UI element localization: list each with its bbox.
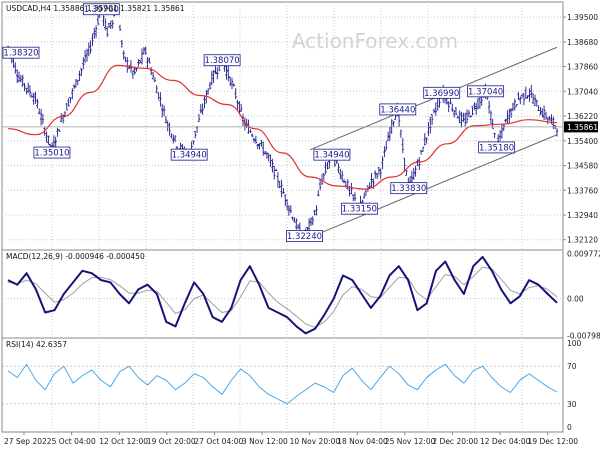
current-price-marker: 1.35861	[564, 121, 598, 133]
rsi-line	[7, 363, 558, 405]
swing-label-text: 1.33830	[391, 184, 426, 194]
swing-label: 1.38320	[2, 46, 40, 59]
swing-label-box	[2, 46, 40, 59]
macd-signal-line	[7, 266, 558, 328]
swing-label-box	[286, 230, 323, 243]
rsi-y-ticks: 100 70 30 0	[567, 339, 582, 432]
macd-tick-label: -0.007983	[567, 332, 600, 341]
moving-average-line	[7, 64, 558, 190]
swing-label-box	[203, 54, 241, 67]
swing-label-text: 1.33150	[342, 205, 377, 215]
swing-label: 1.36990	[423, 86, 461, 99]
x-axis-label: 10 Nov 20:00	[290, 437, 341, 446]
price-tick-label: 1.35400	[567, 137, 598, 146]
swing-label: 1.34940	[313, 148, 351, 161]
swing-label-text: 1.37040	[468, 87, 503, 97]
price-tick-label: 1.38680	[567, 38, 598, 47]
x-axis-label: 25 Nov 12:00	[385, 437, 436, 446]
watermark: ActionForex.com	[292, 29, 458, 53]
swing-label: 1.33150	[340, 202, 378, 215]
x-axis-label: 12 Dec 04:00	[480, 437, 531, 446]
price-tick-label: 1.32940	[567, 211, 598, 220]
swing-label-box	[170, 148, 208, 161]
price-tick-label: 1.39500	[567, 13, 598, 22]
swing-label-text: 1.38320	[3, 49, 38, 59]
x-axis-label: 12 Oct 12:00	[99, 437, 148, 446]
swing-label-box	[340, 202, 378, 215]
swing-label-text: 1.39760	[84, 5, 119, 15]
macd-grid	[2, 250, 563, 338]
price-tick-label: 1.34580	[567, 162, 598, 171]
price-tick-label: 1.32120	[567, 236, 598, 245]
x-axis-label: 19 Oct 20:00	[147, 437, 196, 446]
swing-label: 1.32240	[286, 230, 323, 243]
current-price-box	[564, 121, 598, 133]
swing-label: 1.33830	[390, 182, 428, 195]
swing-label: 1.38070	[203, 54, 241, 67]
x-axis-label: 18 Nov 04:00	[337, 437, 388, 446]
swing-label: 1.35010	[33, 146, 71, 159]
swing-label-text: 1.36990	[424, 89, 459, 99]
x-axis-label: 27 Sep 2022	[4, 437, 52, 446]
swing-label-text: 1.36440	[380, 105, 415, 115]
swing-label: 1.39760	[82, 3, 120, 16]
macd-y-ticks: 0.009772 0.00 -0.007983	[567, 249, 600, 340]
price-y-ticks: 1.39500 1.38680 1.37860 1.37040 1.36220 1.354…	[563, 13, 598, 245]
swing-label-text: 1.35010	[34, 149, 69, 159]
price-tick-label: 1.37040	[567, 87, 598, 96]
rsi-tick-label: 0	[567, 423, 572, 432]
price-header: USDCAD,H4 1.35886 1.35901 1.35821 1.3586…	[6, 4, 185, 13]
swing-label: 1.34940	[170, 148, 208, 161]
swing-label-box	[313, 148, 351, 161]
rsi-tick-label: 70	[567, 362, 577, 371]
macd-main-line	[7, 255, 558, 335]
swing-labels: 1.38320 1.35010 1.39760 1.34940 1.38070 1.322…	[2, 3, 516, 243]
swing-label-box	[379, 103, 417, 116]
swing-label-text: 1.38070	[205, 56, 240, 66]
swing-label-box	[390, 182, 428, 195]
x-axis-label: 5 Oct 04:00	[52, 437, 96, 446]
x-axis-label: 27 Oct 04:00	[194, 437, 243, 446]
swing-label-text: 1.32240	[287, 232, 322, 242]
swing-label-text: 1.34940	[314, 151, 349, 161]
swing-label-box	[467, 85, 505, 98]
swing-label: 1.37040	[467, 85, 505, 98]
price-tick-label: 1.37860	[567, 63, 598, 72]
rsi-grid	[2, 338, 563, 432]
swing-label-text: 1.35180	[479, 143, 514, 153]
x-axis-label: 19 Dec 12:00	[528, 437, 579, 446]
macd-panel-frame	[1, 249, 564, 339]
current-price-label: 1.35861	[567, 123, 598, 132]
x-axis-label: 3 Nov 12:00	[242, 437, 288, 446]
channel-lower	[309, 134, 558, 238]
swing-label-box	[478, 141, 516, 154]
swing-label: 1.35180	[478, 141, 516, 154]
price-tick-label: 1.33760	[567, 186, 598, 195]
swing-label-box	[33, 146, 71, 159]
macd-tick-label: 0.00	[567, 295, 584, 304]
swing-label-box	[423, 86, 461, 99]
swing-label-text: 1.34940	[172, 151, 207, 161]
rsi-tick-label: 30	[567, 400, 577, 409]
x-axis-label: 2 Dec 20:00	[432, 437, 478, 446]
macd-header: MACD(12,26,9) -0.000946 -0.000450	[6, 252, 145, 261]
swing-label: 1.36440	[379, 103, 417, 116]
rsi-panel-frame	[1, 337, 564, 433]
price-tick-label: 1.36220	[567, 112, 598, 121]
rsi-header: RSI(14) 42.6357	[6, 340, 67, 349]
macd-tick-label: 0.009772	[567, 249, 600, 258]
swing-label-box	[82, 3, 120, 16]
rsi-tick-label: 100	[567, 339, 582, 348]
